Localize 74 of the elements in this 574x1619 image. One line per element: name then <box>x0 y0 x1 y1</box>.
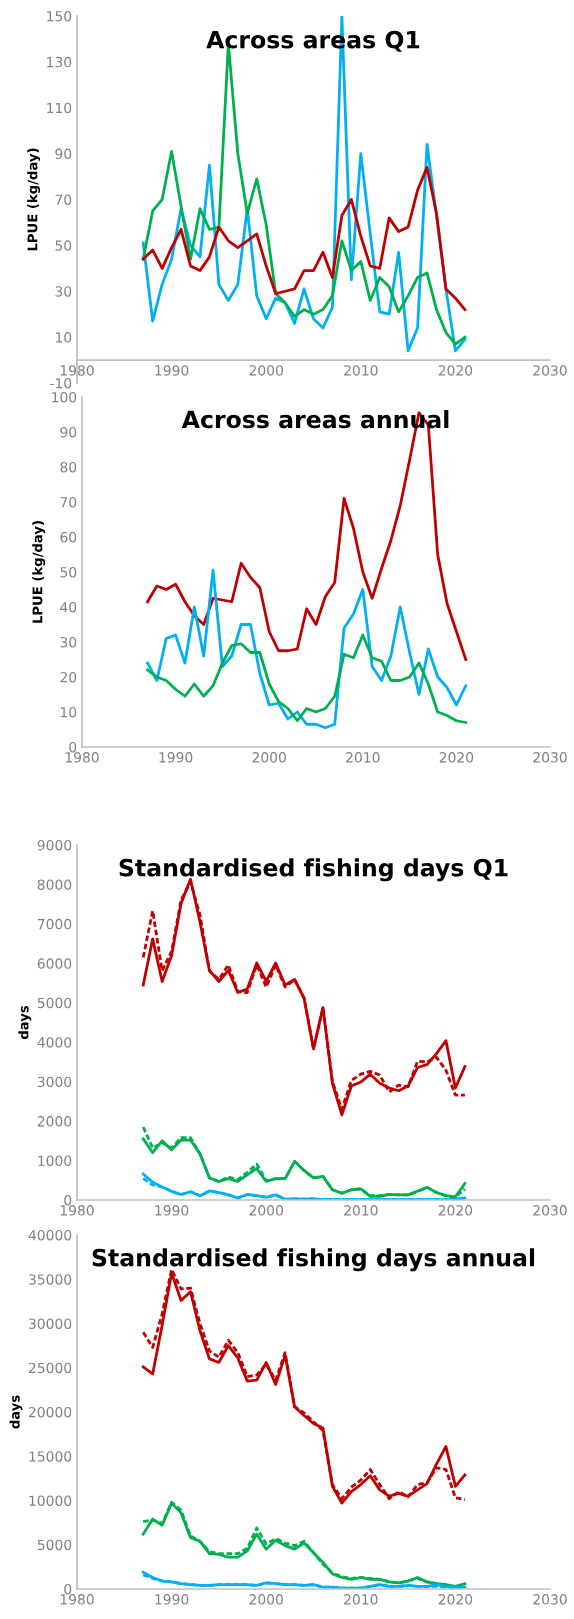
line-series <box>141 166 467 311</box>
y-tick-label: 110 <box>47 102 72 114</box>
y-tick-label: 30000 <box>29 1318 72 1329</box>
x-tick-label: 2010 <box>344 1594 378 1605</box>
line-series <box>141 1125 467 1199</box>
y-tick-label: 35000 <box>29 1274 72 1285</box>
text: Standardised fishing days Q1 <box>119 858 508 882</box>
y-tick-label: 130 <box>47 56 72 68</box>
y-tick-label: 10 <box>60 706 77 718</box>
y-tick-label: 70 <box>60 496 77 508</box>
line-series <box>146 633 468 724</box>
line-series <box>146 411 468 661</box>
x-tick-label: 2010 <box>346 752 380 763</box>
y-tick-label: 40000 <box>28 1229 72 1241</box>
y-tick-label: 25000 <box>28 1362 72 1374</box>
x-tick-label: 2020 <box>438 365 473 376</box>
x-tick-label: 1980 <box>65 752 99 763</box>
x-tick-label: 2020 <box>438 1205 473 1216</box>
y-tick-label: 150 <box>47 10 72 22</box>
y-tick-label: 0 <box>69 741 77 753</box>
y-tick-label: 5000 <box>37 997 72 1009</box>
y-tick-label: 4000 <box>37 1037 72 1048</box>
y-tick-label: 50 <box>55 240 72 251</box>
y-tick-label: 60 <box>60 531 77 543</box>
y-tick-label: 0 <box>64 1194 72 1206</box>
x-tick-label: 2010 <box>344 365 378 376</box>
y-tick-label: 2000 <box>37 1116 72 1127</box>
x-tick-label: 2020 <box>438 1594 473 1605</box>
x-tick-label: 1990 <box>155 1594 189 1605</box>
y-axis-title: LPUE (kg/day) <box>27 148 41 251</box>
x-tick-label: 1990 <box>155 365 189 376</box>
y-tick-label: 6000 <box>37 958 72 969</box>
y-tick-label: 20 <box>60 671 77 683</box>
y-tick-label: 1000 <box>38 1155 72 1167</box>
text: Standardised fishing days annual <box>92 1248 535 1272</box>
x-tick-label: 1980 <box>60 365 94 376</box>
x-tick-label: 2020 <box>439 752 474 763</box>
y-tick-label: 90 <box>55 148 72 160</box>
y-tick-label: 20000 <box>28 1406 72 1418</box>
x-tick-label: 1990 <box>159 752 193 763</box>
y-axis-title: days <box>9 1395 23 1429</box>
y-axis-title: days <box>18 1005 32 1040</box>
y-tick-label: 7000 <box>37 918 72 930</box>
y-tick-label: 5000 <box>37 1539 72 1551</box>
y-tick-label: 8000 <box>37 879 72 890</box>
x-tick-label: 2010 <box>344 1205 378 1216</box>
line-series <box>146 568 468 730</box>
y-tick-label: 0 <box>64 1583 72 1595</box>
y-tick-label: 10000 <box>29 1495 72 1506</box>
y-tick-label: 10 <box>55 332 72 343</box>
x-tick-label: 2030 <box>533 365 567 376</box>
y-tick-label: 9000 <box>37 839 72 851</box>
x-tick-label: 2030 <box>533 752 567 763</box>
x-tick-label: 1980 <box>60 1594 94 1605</box>
y-tick-label: 50 <box>60 566 77 578</box>
y-tick-label: 3000 <box>37 1076 72 1088</box>
x-tick-label: 2000 <box>249 1594 283 1605</box>
y-tick-label: 30 <box>60 636 77 648</box>
y-tick-label: 70 <box>55 194 72 205</box>
y-tick-label: 40 <box>60 601 77 613</box>
y-tick-label: 80 <box>60 461 77 473</box>
y-tick-label: 100 <box>52 391 77 403</box>
x-tick-label: 1990 <box>155 1205 189 1216</box>
x-tick-label: 2000 <box>249 1205 283 1216</box>
x-tick-label: 1980 <box>60 1205 94 1216</box>
x-tick-label: 2030 <box>533 1594 567 1605</box>
y-tick-label: 90 <box>60 426 77 438</box>
y-tick-label: 15000 <box>29 1451 72 1462</box>
x-tick-label: 2000 <box>252 752 286 763</box>
y-axis-title: LPUE (kg/day) <box>32 521 46 623</box>
y-tick-label: -10 <box>50 377 72 389</box>
x-tick-label: 2030 <box>533 1205 567 1216</box>
x-tick-label: 2000 <box>249 365 283 376</box>
y-tick-label: 30 <box>55 286 72 297</box>
